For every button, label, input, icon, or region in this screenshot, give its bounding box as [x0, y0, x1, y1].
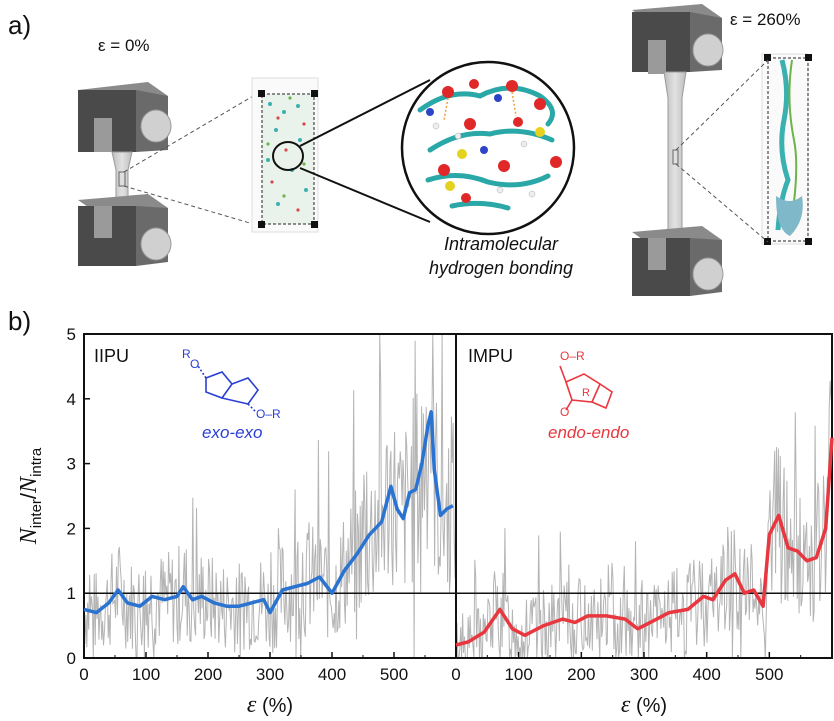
chart-title-impu: IMPU: [468, 346, 513, 366]
x-tick-label: 500: [380, 665, 408, 684]
x-tick-label: 200: [567, 665, 595, 684]
structure-sub-or-left: O–R: [256, 407, 281, 421]
x-tick-label: 400: [692, 665, 720, 684]
x-axis-title-right: ε (%): [621, 692, 667, 718]
structure-sub-o-left: O: [190, 357, 199, 371]
x-axis-title-left: ε (%): [247, 692, 293, 718]
chart-title-iipu: IIPU: [94, 346, 129, 366]
axis-ticks: 0 100 200 300 400 500 0 1 2 3 4 5 0 100 200 300 400 500: [67, 325, 802, 684]
y-tick-label: 1: [67, 584, 76, 603]
strain-label-left: ε = 0%: [98, 36, 150, 55]
right-sample-window: [672, 149, 679, 165]
y-axis-title: Ninter/Nintra: [16, 447, 45, 545]
x-tick-label: 400: [318, 665, 346, 684]
structure-label-exo-exo: exo-exo: [202, 423, 262, 442]
isomannide-structure-endo-endo: [559, 365, 613, 411]
noise-trace-right: [455, 363, 833, 659]
x-tick-label: 300: [630, 665, 658, 684]
right-bottom-clamp: [632, 226, 724, 296]
md-box-unstretched: [251, 77, 319, 233]
x-tick-label: 200: [194, 665, 222, 684]
structure-sub-o-right: O: [560, 405, 569, 419]
noise-polyline: [455, 363, 833, 659]
caption-hydrogen-bonding: Intramolecular hydrogen bonding: [396, 232, 606, 280]
x-tick-label: 0: [79, 665, 88, 684]
zoom-line-circle-bottom: [299, 167, 431, 223]
x-tick-label: 500: [755, 665, 783, 684]
y-tick-label: 2: [67, 519, 76, 538]
x-tick-label: 300: [256, 665, 284, 684]
structure-sub-r-right: R: [582, 387, 590, 399]
caption-line-2: hydrogen bonding: [428, 258, 574, 278]
md-box-stretched: [761, 53, 812, 245]
zoom-line-circle-top: [299, 79, 431, 147]
right-top-clamp: [632, 4, 724, 74]
strain-label-right: ε = 260%: [730, 10, 801, 29]
y-tick-label: 5: [67, 325, 76, 344]
structure-label-endo-endo: endo-endo: [548, 423, 629, 442]
zoom-line-right-bottom: [675, 163, 769, 243]
left-top-clamp: [78, 82, 172, 152]
caption-line-1: Intramolecular: [443, 234, 559, 254]
zoom-line-right-top: [675, 59, 769, 151]
left-bottom-clamp: [78, 194, 172, 266]
y-tick-label: 3: [67, 455, 76, 474]
hydrogen-bonding-molecule-view: [400, 60, 576, 236]
structure-sub-r-left: R: [182, 347, 191, 361]
x-tick-label: 100: [504, 665, 532, 684]
x-tick-label: 0: [451, 665, 460, 684]
zoom-line-left-top: [123, 91, 261, 173]
noise-trace-left: [83, 333, 457, 659]
structure-sub-or-right: O–R: [560, 349, 585, 363]
isosorbide-structure-exo-exo: [197, 365, 260, 413]
zoom-line-left-bottom: [123, 185, 261, 227]
panel-a-label: a): [8, 10, 32, 40]
noise-polyline: [83, 333, 457, 659]
x-tick-label: 100: [132, 665, 160, 684]
left-sample-window: [118, 171, 126, 187]
series-line-iipu: [83, 410, 454, 615]
panel-b-label: b): [8, 306, 32, 336]
plot-frame-right: [455, 333, 833, 659]
series-line-impu: [455, 437, 834, 647]
y-tick-label: 4: [67, 390, 76, 409]
y-tick-label: 0: [67, 649, 76, 668]
